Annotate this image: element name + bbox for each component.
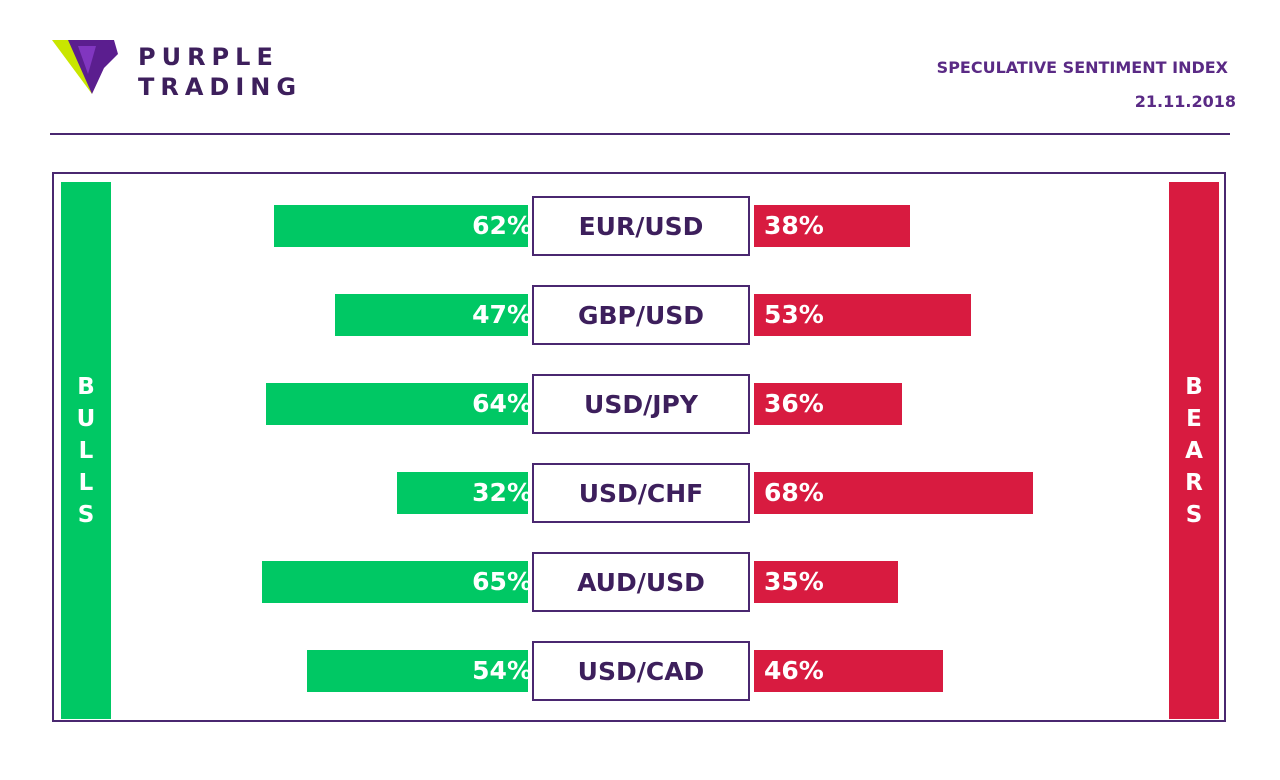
currency-pair-label: USD/JPY — [532, 374, 750, 434]
bull-bar — [396, 472, 528, 514]
bear-bar — [754, 294, 972, 336]
report-title: SPECULATIVE SENTIMENT INDEX — [936, 58, 1228, 77]
brand-name-line2: TRADING — [138, 73, 303, 101]
report-date: 21.11.2018 — [1134, 92, 1236, 111]
bear-bar — [754, 472, 1033, 514]
sentiment-row: 64% 36% USD/JPY — [54, 374, 1228, 434]
brand-logo: PURPLE TRADING — [52, 40, 312, 102]
bull-percent-label: 62% — [472, 211, 532, 240]
bull-percent-label: 54% — [472, 656, 532, 685]
bear-bar — [754, 205, 910, 247]
sentiment-chart: BULLS BEARS 62% 38% EUR/USD 47% 53% GBP/USD 64… — [52, 172, 1226, 722]
currency-pair-label: USD/CAD — [532, 641, 750, 701]
bear-percent-label: 38% — [764, 211, 824, 240]
bull-bar — [335, 294, 528, 336]
bear-percent-label: 36% — [764, 389, 824, 418]
bears-label: BEARS — [1185, 373, 1203, 528]
bull-percent-label: 65% — [472, 567, 532, 596]
bear-percent-label: 53% — [764, 300, 824, 329]
sentiment-row: 54% 46% USD/CAD — [54, 641, 1228, 701]
currency-pair-label: USD/CHF — [532, 463, 750, 523]
bulls-side-bar: BULLS — [61, 182, 111, 719]
bull-bar — [306, 650, 528, 692]
bear-percent-label: 68% — [764, 478, 824, 507]
sentiment-row: 32% 68% USD/CHF — [54, 463, 1228, 523]
currency-pair-label: GBP/USD — [532, 285, 750, 345]
bull-bar — [261, 561, 528, 603]
sentiment-row: 47% 53% GBP/USD — [54, 285, 1228, 345]
bear-percent-label: 46% — [764, 656, 824, 685]
sentiment-row: 62% 38% EUR/USD — [54, 196, 1228, 256]
bull-percent-label: 47% — [472, 300, 532, 329]
bull-percent-label: 32% — [472, 478, 532, 507]
currency-pair-label: EUR/USD — [532, 196, 750, 256]
header-divider — [50, 133, 1230, 135]
bear-bar — [754, 383, 902, 425]
purple-trading-logo-icon — [52, 40, 118, 94]
currency-pair-label: AUD/USD — [532, 552, 750, 612]
brand-name-line1: PURPLE — [138, 43, 279, 71]
bulls-label: BULLS — [76, 373, 96, 528]
bull-bar — [265, 383, 528, 425]
bear-percent-label: 35% — [764, 567, 824, 596]
bears-side-bar: BEARS — [1169, 182, 1219, 719]
brand-name: PURPLE TRADING — [138, 42, 302, 102]
bull-percent-label: 64% — [472, 389, 532, 418]
bear-bar — [754, 561, 898, 603]
bear-bar — [754, 650, 943, 692]
sentiment-row: 65% 35% AUD/USD — [54, 552, 1228, 612]
bull-bar — [273, 205, 528, 247]
